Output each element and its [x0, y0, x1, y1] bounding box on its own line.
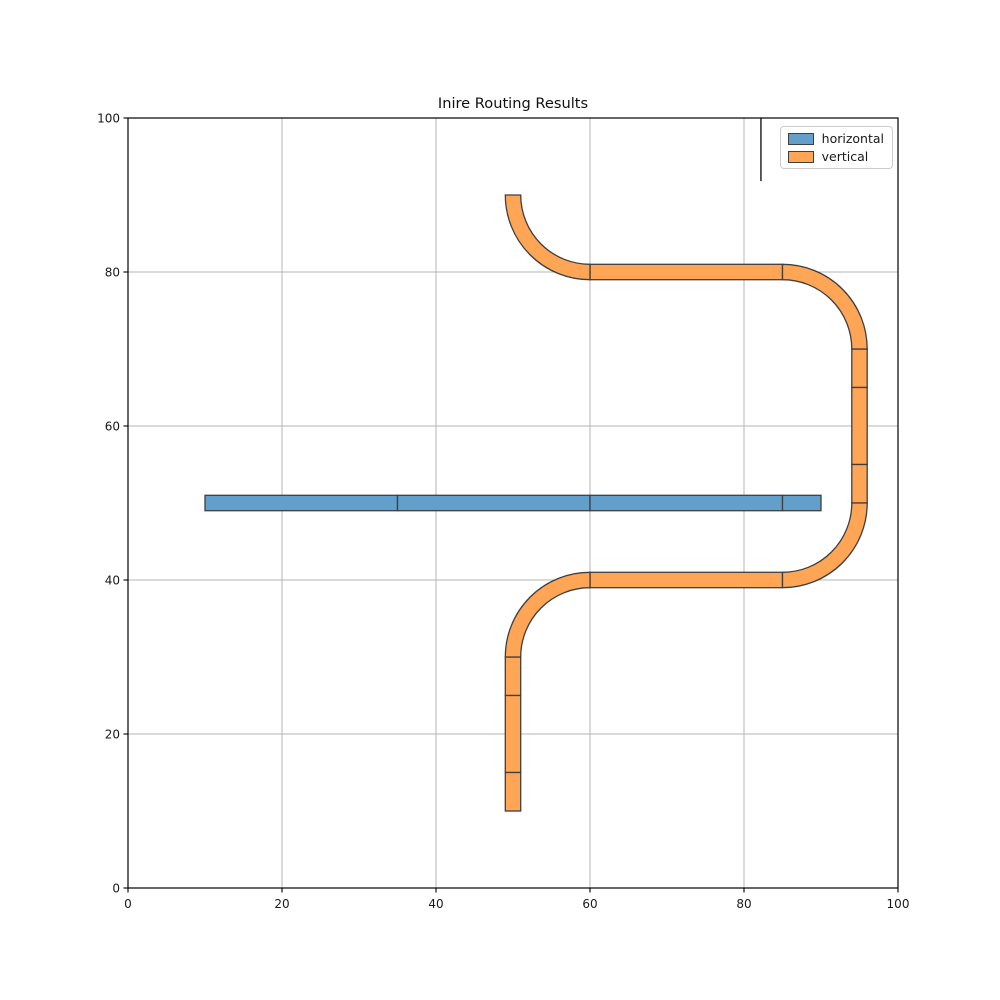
legend-label-vertical: vertical	[821, 149, 869, 164]
y-tick-label: 60	[105, 419, 120, 433]
horizontal-segment-horizontal	[589, 494, 784, 512]
legend-box: horizontal vertical	[779, 126, 893, 169]
x-tick-label: 100	[887, 897, 910, 911]
horizontal-segment-horizontal	[204, 494, 399, 512]
horizontal-segment-horizontal	[396, 494, 591, 512]
vertical-segment-corner	[504, 571, 591, 658]
legend-swatch-horizontal	[787, 132, 814, 145]
y-tick-label: 80	[105, 265, 120, 279]
y-tick-label: 40	[105, 573, 120, 587]
x-tick-label: 40	[428, 897, 443, 911]
vertical-segment-vertical	[851, 463, 868, 504]
horizontal-segment-horizontal	[781, 494, 822, 512]
x-tick-label: 60	[582, 897, 597, 911]
y-tick-label: 100	[97, 111, 120, 125]
x-tick-label: 80	[736, 897, 751, 911]
vertical-segment-horizontal	[589, 571, 784, 589]
vertical-segment-horizontal	[589, 263, 784, 281]
vertical-segment-corner	[781, 263, 868, 350]
chart-title: Inire Routing Results	[437, 95, 589, 112]
legend-item-vertical: vertical	[787, 149, 884, 164]
legend-item-horizontal: horizontal	[787, 131, 884, 146]
vertical-segment-vertical	[851, 386, 868, 466]
x-tick-label: 20	[274, 897, 289, 911]
y-tick-label: 0	[112, 881, 120, 895]
vertical-segment-corner	[504, 194, 591, 281]
vertical-segment-vertical	[504, 771, 522, 812]
vertical-segment-vertical	[504, 694, 522, 774]
legend-label-horizontal: horizontal	[821, 131, 884, 146]
legend-swatch-vertical	[787, 150, 814, 163]
y-tick-label: 20	[105, 727, 120, 741]
vertical-segment-corner	[781, 502, 868, 589]
vertical-segment-vertical	[504, 656, 522, 697]
axes-spines	[127, 117, 899, 889]
vertical-segment-vertical	[851, 348, 868, 389]
x-tick-label: 0	[124, 897, 132, 911]
